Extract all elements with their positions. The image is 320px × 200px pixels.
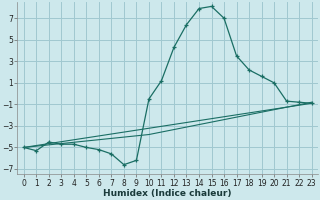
X-axis label: Humidex (Indice chaleur): Humidex (Indice chaleur) bbox=[103, 189, 232, 198]
